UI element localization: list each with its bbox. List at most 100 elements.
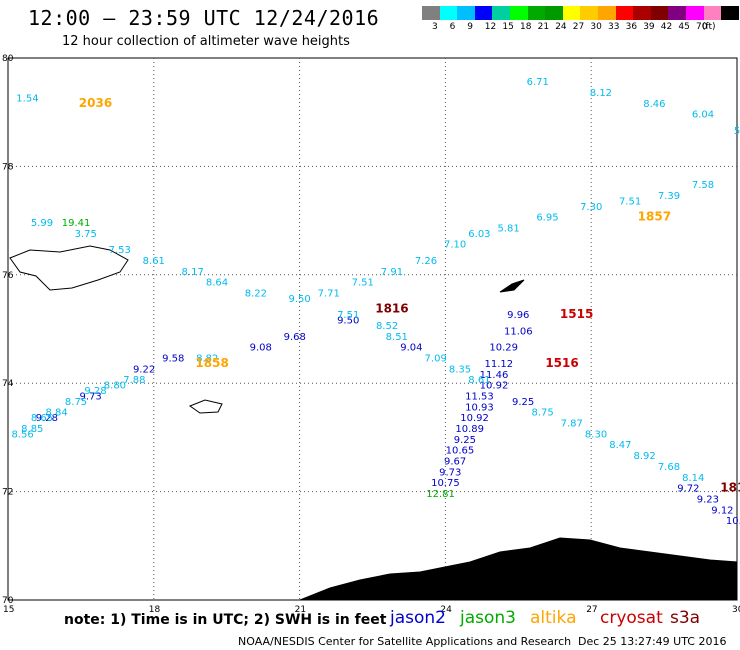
swh-value-label: 7.51: [337, 310, 359, 321]
legend-color-cell: [492, 6, 510, 20]
swh-value-label: 7.26: [415, 256, 437, 267]
legend-label: 6: [449, 22, 456, 32]
legend-label: 18: [520, 22, 532, 32]
swh-value-label: 9.04: [400, 343, 422, 354]
swh-value-label: 3.75: [75, 229, 97, 240]
swh-value-label: 10.89: [455, 424, 484, 435]
swh-value-label: 6.04: [692, 110, 714, 121]
footer-note: note: 1) Time is in UTC; 2) SWH is in fe…: [64, 612, 387, 628]
swh-value-label: 9.68: [284, 332, 306, 343]
swh-value-label: 7.88: [123, 375, 145, 386]
satellite-name-s3a: s3a: [670, 608, 701, 628]
legend-label: 27: [572, 22, 585, 32]
legend-color-cell: [633, 6, 651, 20]
legend-label: 9: [467, 22, 473, 32]
swh-value-label: 8.92: [634, 451, 656, 462]
y-tick-label: 74: [2, 379, 14, 389]
page-subtitle: 12 hour collection of altimeter wave hei…: [62, 34, 350, 49]
legend-color-cell: [580, 6, 598, 20]
y-tick-label: 78: [2, 162, 14, 172]
swh-value-label: 10.92: [480, 381, 509, 392]
swh-value-label: 8.85: [21, 424, 43, 435]
legend-label: 70: [696, 22, 708, 32]
swh-value-label: 6.03: [468, 229, 490, 240]
time-label: 2036: [79, 96, 112, 110]
satellite-name-jason3: jason3: [460, 608, 516, 628]
legend-color-cell: [650, 6, 669, 20]
legend-label: 3: [432, 22, 438, 32]
legend-color-cell: [597, 6, 616, 20]
swh-value-label: 9.73: [439, 467, 461, 478]
swh-value-label: 9.72: [677, 484, 699, 495]
x-tick-label: 30: [732, 605, 740, 615]
swh-value-label: 1.54: [16, 93, 38, 104]
timestamp-text: Dec 25 13:27:49 UTC 2016: [578, 635, 727, 648]
time-label: 1516: [545, 356, 578, 370]
swh-value-label: 7.30: [580, 202, 602, 213]
legend-label: 30: [590, 22, 602, 32]
swh-value-label: 7.91: [381, 267, 403, 278]
swh-value-label: 7.58: [692, 180, 714, 191]
swh-value-label: 19.41: [62, 218, 91, 229]
swh-value-label: 8.22: [245, 288, 267, 299]
swh-value-label: 5: [734, 126, 740, 137]
swh-value-label: 8.14: [682, 473, 704, 484]
swh-value-label: 6.71: [527, 77, 549, 88]
time-label: 1816: [375, 302, 408, 316]
swh-value-label: 8.46: [643, 99, 665, 110]
swh-value-label: 7.09: [425, 354, 447, 365]
swh-value-label: 8.12: [590, 88, 612, 99]
swh-value-label: 9.22: [133, 364, 155, 375]
swh-value-label: 11.12: [485, 359, 514, 370]
swh-value-label: 10.29: [489, 343, 518, 354]
legend-label: 36: [625, 22, 638, 32]
legend-color-cell: [562, 6, 581, 20]
legend-label: 45: [678, 22, 690, 32]
swh-value-label: 9.50: [288, 294, 310, 305]
swh-value-label: 9.96: [507, 310, 529, 321]
swh-value-label: 7.53: [109, 245, 131, 256]
swh-value-label: 7.39: [658, 191, 680, 202]
satellite-name-jason2: jason2: [390, 608, 446, 628]
swh-value-label: 11.06: [504, 326, 533, 337]
color-legend: [422, 6, 739, 20]
swh-value-label: 8.61: [468, 375, 490, 386]
swh-value-label: 5.81: [497, 223, 519, 234]
swh-value-label: 7.71: [318, 288, 340, 299]
bear-island-outline: [188, 399, 223, 414]
swh-value-label: 7.10: [444, 240, 466, 251]
svalbard-land-outline: [9, 245, 129, 291]
swh-value-label: 8.30: [585, 429, 607, 440]
swh-value-label: 9.28: [36, 413, 58, 424]
legend-color-cell: [457, 6, 475, 20]
hope-island-outline: [499, 279, 525, 293]
legend-label: 42: [660, 22, 673, 32]
swh-value-label: 7.51: [619, 196, 641, 207]
time-label: 1515: [560, 307, 593, 321]
swh-value-label: 9.67: [444, 457, 466, 468]
swh-value-label: 6.95: [536, 213, 558, 224]
time-label: 1857: [638, 210, 671, 224]
swh-value-label: 9.08: [250, 343, 272, 354]
legend-color-cell: [422, 6, 440, 20]
x-tick-label: 18: [149, 605, 161, 615]
swh-value-label: 8.64: [206, 278, 228, 289]
legend-color-cell: [439, 6, 458, 20]
swh-value-label: 7.51: [352, 278, 374, 289]
map-frame: [7, 57, 738, 601]
swh-value-label: 10.75: [431, 478, 460, 489]
legend-color-cell: [545, 6, 563, 20]
y-tick-label: 80: [2, 54, 14, 64]
swh-value-label: 9.73: [79, 391, 101, 402]
page-title: 12:00 – 23:59 UTC 12/24/2016: [28, 6, 380, 30]
x-tick-label: 27: [586, 605, 597, 615]
legend-color-cell: [509, 6, 528, 20]
swh-value-label: 8.56: [11, 429, 33, 440]
legend-label: 33: [608, 22, 620, 32]
swh-value-label: 8.17: [182, 267, 204, 278]
swh-value-label: 12.81: [426, 489, 455, 500]
y-tick-label: 72: [2, 488, 13, 498]
swh-value-label: 7.87: [561, 419, 583, 430]
